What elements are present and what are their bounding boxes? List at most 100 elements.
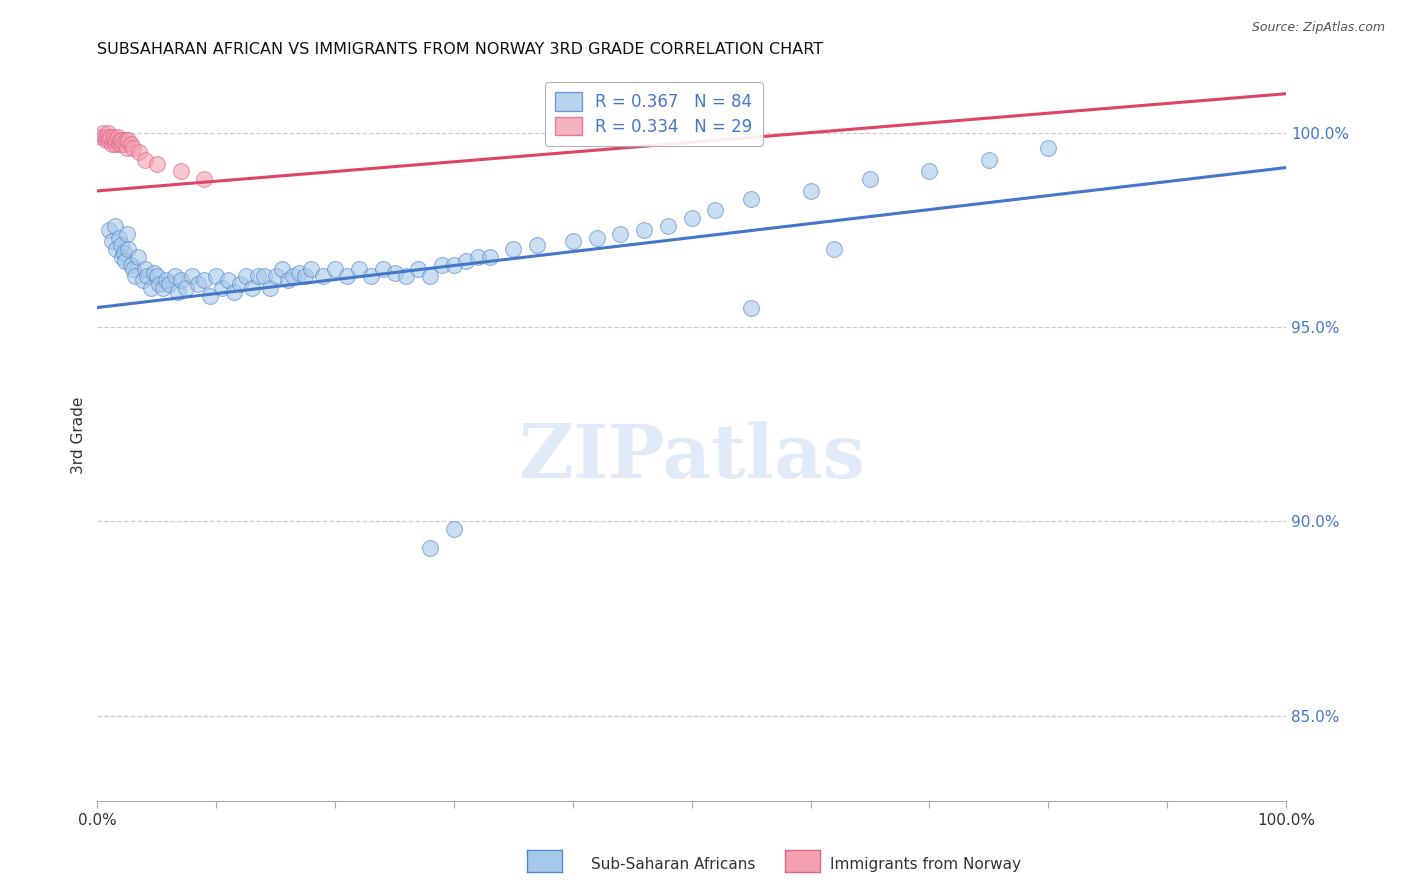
Point bbox=[799, 184, 821, 198]
Point bbox=[112, 246, 135, 260]
Text: Immigrants from Norway: Immigrants from Norway bbox=[830, 857, 1021, 872]
Point bbox=[176, 281, 198, 295]
Point bbox=[107, 230, 129, 244]
Point bbox=[163, 269, 186, 284]
Point bbox=[100, 137, 122, 152]
Point bbox=[139, 281, 162, 295]
Point bbox=[312, 269, 335, 284]
Point bbox=[657, 219, 679, 233]
Point bbox=[740, 192, 762, 206]
Point bbox=[419, 541, 441, 556]
Point bbox=[169, 273, 191, 287]
Point bbox=[277, 273, 299, 287]
Point bbox=[111, 250, 134, 264]
Point bbox=[98, 133, 121, 147]
Point bbox=[681, 211, 703, 226]
Point bbox=[115, 227, 138, 241]
Point bbox=[97, 126, 120, 140]
Point bbox=[107, 137, 129, 152]
Point bbox=[117, 242, 139, 256]
Point bbox=[134, 153, 156, 167]
Point bbox=[288, 266, 311, 280]
Point bbox=[93, 129, 115, 144]
Point bbox=[152, 281, 174, 295]
Point bbox=[143, 266, 166, 280]
Point bbox=[222, 285, 245, 299]
Point bbox=[115, 141, 138, 155]
Point bbox=[91, 126, 114, 140]
Point bbox=[419, 269, 441, 284]
Point bbox=[110, 238, 132, 252]
Point bbox=[253, 269, 276, 284]
Point bbox=[633, 223, 655, 237]
Point bbox=[148, 277, 170, 292]
Point bbox=[122, 261, 145, 276]
Point bbox=[478, 250, 501, 264]
Point bbox=[246, 269, 269, 284]
Point bbox=[104, 219, 127, 233]
Point bbox=[454, 253, 477, 268]
Point bbox=[134, 261, 156, 276]
Point bbox=[502, 242, 524, 256]
Point bbox=[443, 258, 465, 272]
Point bbox=[169, 164, 191, 178]
Point bbox=[561, 235, 583, 249]
Point bbox=[146, 269, 169, 284]
Point bbox=[103, 129, 125, 144]
Point bbox=[229, 277, 252, 292]
Point bbox=[112, 137, 135, 152]
Point bbox=[205, 269, 228, 284]
Point bbox=[1038, 141, 1060, 155]
Point bbox=[526, 238, 548, 252]
Point bbox=[977, 153, 1000, 167]
Point bbox=[146, 157, 169, 171]
Point bbox=[105, 133, 128, 147]
Point bbox=[105, 242, 128, 256]
Point bbox=[235, 269, 257, 284]
Point bbox=[155, 273, 177, 287]
Point bbox=[211, 281, 233, 295]
Point bbox=[406, 261, 429, 276]
Point bbox=[124, 269, 146, 284]
Point bbox=[110, 137, 132, 152]
Point bbox=[430, 258, 453, 272]
Point bbox=[395, 269, 418, 284]
Point bbox=[299, 261, 322, 276]
Point bbox=[122, 141, 145, 155]
Text: ZIPatlas: ZIPatlas bbox=[519, 421, 865, 494]
Point bbox=[347, 261, 370, 276]
Point bbox=[167, 285, 190, 299]
Point bbox=[270, 261, 292, 276]
Point bbox=[108, 133, 131, 147]
Text: SUBSAHARAN AFRICAN VS IMMIGRANTS FROM NORWAY 3RD GRADE CORRELATION CHART: SUBSAHARAN AFRICAN VS IMMIGRANTS FROM NO… bbox=[97, 42, 824, 57]
Point bbox=[336, 269, 359, 284]
Point bbox=[609, 227, 631, 241]
Point bbox=[240, 281, 263, 295]
Point bbox=[371, 261, 394, 276]
Point bbox=[585, 230, 607, 244]
Point bbox=[100, 235, 122, 249]
Legend: R = 0.367   N = 84, R = 0.334   N = 29: R = 0.367 N = 84, R = 0.334 N = 29 bbox=[546, 82, 762, 145]
Text: Sub-Saharan Africans: Sub-Saharan Africans bbox=[591, 857, 755, 872]
Point bbox=[120, 258, 142, 272]
Point bbox=[323, 261, 346, 276]
Point bbox=[283, 269, 305, 284]
Point bbox=[127, 250, 149, 264]
Point bbox=[104, 137, 127, 152]
Point bbox=[114, 253, 136, 268]
Point bbox=[740, 301, 762, 315]
Point bbox=[467, 250, 489, 264]
Point bbox=[443, 522, 465, 536]
Point bbox=[136, 269, 159, 284]
Point bbox=[98, 223, 121, 237]
Point bbox=[120, 137, 142, 152]
Point bbox=[181, 269, 204, 284]
Point bbox=[384, 266, 406, 280]
Point bbox=[115, 133, 138, 147]
Point bbox=[217, 273, 239, 287]
Point bbox=[264, 269, 287, 284]
Point bbox=[193, 273, 215, 287]
Point bbox=[131, 273, 153, 287]
Point bbox=[823, 242, 845, 256]
Point bbox=[117, 133, 139, 147]
